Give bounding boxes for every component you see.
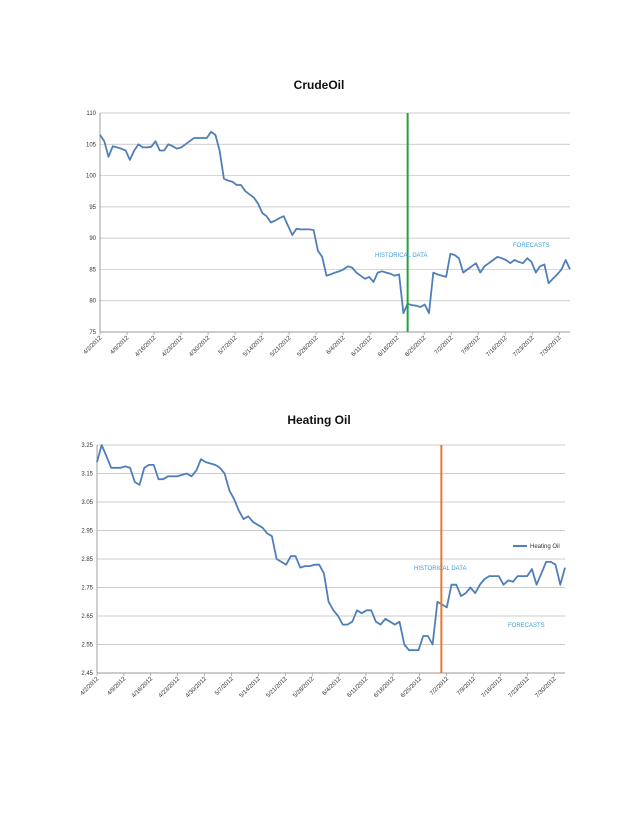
x-tick-label: 4/23/2012 (161, 335, 185, 359)
y-tick-label: 2.85 (81, 557, 93, 563)
x-tick-label: 6/18/2012 (373, 676, 397, 700)
annotation-forecasts: FORECASTS (513, 243, 550, 249)
x-tick-label: 6/4/2012 (326, 335, 347, 356)
x-tick-label: 7/23/2012 (512, 335, 536, 359)
x-tick-label: 6/4/2012 (322, 676, 343, 697)
x-tick-label: 6/25/2012 (400, 676, 424, 700)
y-tick-label: 2.65 (81, 614, 93, 620)
x-tick-label: 7/2/2012 (429, 676, 450, 697)
y-tick-label: 2.75 (81, 586, 93, 592)
y-tick-label: 3.05 (81, 500, 93, 506)
crude-oil-plot: 75 80 85 90 95 100 105 110 4/2/2012 4/9/2012 4/16/… (83, 111, 571, 359)
x-tick-label: 5/28/2012 (292, 676, 316, 700)
x-tick-label: 4/9/2012 (107, 676, 128, 697)
x-tick-label: 4/23/2012 (158, 676, 182, 700)
y-tick-label: 2.55 (81, 643, 93, 649)
x-tick-label: 4/30/2012 (188, 335, 212, 359)
legend-label: Heating Oil (530, 544, 560, 550)
x-tick-label: 4/16/2012 (134, 335, 158, 359)
annotation-forecasts: FORECASTS (508, 623, 545, 629)
x-tick-label: 6/11/2012 (347, 676, 370, 699)
x-tick-label: 6/18/2012 (377, 335, 401, 359)
x-tick-label: 7/16/2012 (485, 335, 509, 359)
x-tick-label: 7/2/2012 (434, 335, 455, 356)
x-tick-label: 5/21/2012 (269, 335, 293, 359)
x-tick-label: 5/21/2012 (266, 676, 290, 700)
heating-oil-chart: Heating Oil 2.45 2.55 2.65 2.75 2.85 2.95 3.05… (0, 405, 638, 735)
x-tick-label: 5/28/2012 (296, 335, 320, 359)
x-tick-label: 5/7/2012 (218, 335, 239, 356)
y-tick-label: 80 (89, 299, 96, 305)
x-tick-label: 7/9/2012 (461, 335, 482, 356)
x-tick-label: 4/30/2012 (185, 676, 209, 700)
x-tick-label: 7/23/2012 (508, 676, 532, 700)
x-tick-label: 5/7/2012 (214, 676, 235, 697)
x-tick-label: 7/9/2012 (456, 676, 477, 697)
chart-title: Heating Oil (287, 413, 351, 427)
y-tick-label: 105 (86, 142, 97, 148)
y-tick-label: 3.15 (81, 472, 93, 478)
crude-oil-chart: CrudeOil 75 80 85 90 95 100 105 110 4/2/2012 4/9/… (0, 70, 638, 390)
y-tick-label: 75 (89, 330, 96, 336)
heating-oil-plot: 2.45 2.55 2.65 2.75 2.85 2.95 3.05 3.15 3.25 4/2/… (80, 443, 566, 700)
x-tick-label: 7/30/2012 (535, 676, 559, 700)
x-tick-label: 4/2/2012 (83, 335, 104, 356)
series-line (96, 444, 566, 652)
chart-title: CrudeOil (293, 78, 345, 92)
x-tick-label: 6/11/2012 (351, 335, 374, 358)
y-tick-label: 2.45 (81, 671, 93, 677)
x-tick-label: 5/14/2012 (242, 335, 266, 359)
x-tick-label: 7/30/2012 (539, 335, 563, 359)
y-tick-label: 3.25 (81, 443, 93, 449)
y-tick-label: 2.95 (81, 529, 93, 535)
x-tick-label: 4/16/2012 (131, 676, 155, 700)
y-tick-label: 100 (86, 174, 97, 180)
annotation-historical: HISTORICAL DATA (375, 253, 427, 259)
x-tick-label: 5/14/2012 (239, 676, 263, 700)
x-tick-label: 4/2/2012 (80, 676, 101, 697)
series-line (99, 130, 571, 315)
x-tick-label: 6/25/2012 (404, 335, 428, 359)
annotation-historical: HISTORICAL DATA (414, 566, 466, 572)
y-tick-label: 110 (86, 111, 96, 117)
y-tick-label: 95 (89, 205, 96, 211)
x-tick-label: 7/16/2012 (481, 676, 505, 700)
y-tick-label: 85 (89, 267, 96, 273)
y-tick-label: 90 (89, 236, 96, 242)
x-tick-label: 4/9/2012 (110, 335, 131, 356)
